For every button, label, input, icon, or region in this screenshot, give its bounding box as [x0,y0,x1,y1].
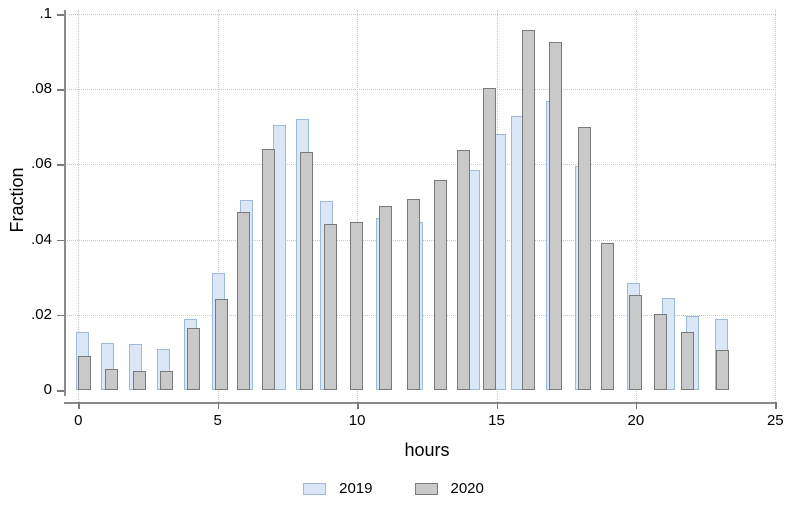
x-tick [496,402,498,409]
bar-2020-hour-23 [715,350,729,390]
bar-2020-hour-16 [522,30,536,390]
bar-2020-hour-14 [456,150,470,390]
bar-2020-hour-10 [350,222,364,390]
y-tick [57,239,64,242]
y-tick-label: .1 [39,5,52,22]
x-gridline [78,10,80,402]
x-gridline [357,10,359,402]
x-tick [357,402,359,409]
x-gridline [217,10,219,402]
x-axis-line [64,402,776,404]
x-axis-title: hours [404,440,450,460]
y-gridline [64,14,776,15]
x-tick-label: 25 [766,412,784,429]
y-tick [57,89,64,91]
y-tick-label: .06 [31,155,52,173]
legend-swatch-2019 [303,482,327,495]
bar-2020-hour-17 [548,42,562,390]
bar-2020-hour-12 [406,199,420,390]
bar-2020-hour-13 [433,180,447,390]
x-tick [78,402,80,409]
x-tick-label: 10 [348,412,366,429]
x-tick-label: 0 [74,412,83,429]
bar-2020-hour-21 [654,314,668,390]
y-axis-line [64,10,66,396]
bar-2020-hour-18 [578,127,592,390]
bar-2020-hour-15 [482,88,496,390]
bar-2020-hour-3 [160,371,174,390]
legend-item-2020: 2020 [414,480,484,497]
x-tick [217,402,220,409]
bar-2020-hour-9 [323,224,337,390]
y-axis-title: Fraction [7,167,27,233]
x-tick-label: 5 [213,412,222,429]
y-gridline [64,89,776,91]
y-tick [57,314,64,317]
y-gridline [64,164,776,166]
bar-2020-hour-0 [78,356,92,390]
y-tick [57,390,64,392]
y-tick-label: .04 [31,230,52,248]
x-gridline [635,10,637,402]
bar-2020-hour-19 [601,243,615,390]
bar-2020-hour-6 [236,212,250,390]
y-tick [57,14,64,16]
legend-item-2019: 2019 [303,480,373,497]
y-tick [57,164,64,166]
x-tick [635,402,638,409]
bar-2020-hour-5 [214,299,228,390]
bar-2020-hour-11 [379,206,393,390]
y-tick-label: .02 [31,305,52,323]
bar-2020-hour-20 [629,295,643,390]
bar-2020-hour-1 [104,369,118,390]
x-tick-label: 20 [627,412,645,429]
legend: 2019 2020 [0,480,787,497]
x-tick-label: 15 [488,412,505,429]
y-tick-label: 0 [43,381,52,398]
y-tick-label: .08 [31,80,52,98]
x-gridline [775,10,777,402]
bar-2020-hour-8 [299,152,313,390]
bar-2020-hour-22 [681,332,695,390]
legend-label-2020: 2020 [450,480,484,497]
x-tick [775,402,777,409]
bar-2020-hour-4 [186,328,200,390]
bar-2020-hour-2 [132,371,146,390]
legend-swatch-2020 [414,482,438,495]
bar-2020-hour-7 [262,149,276,390]
legend-label-2019: 2019 [339,480,373,497]
